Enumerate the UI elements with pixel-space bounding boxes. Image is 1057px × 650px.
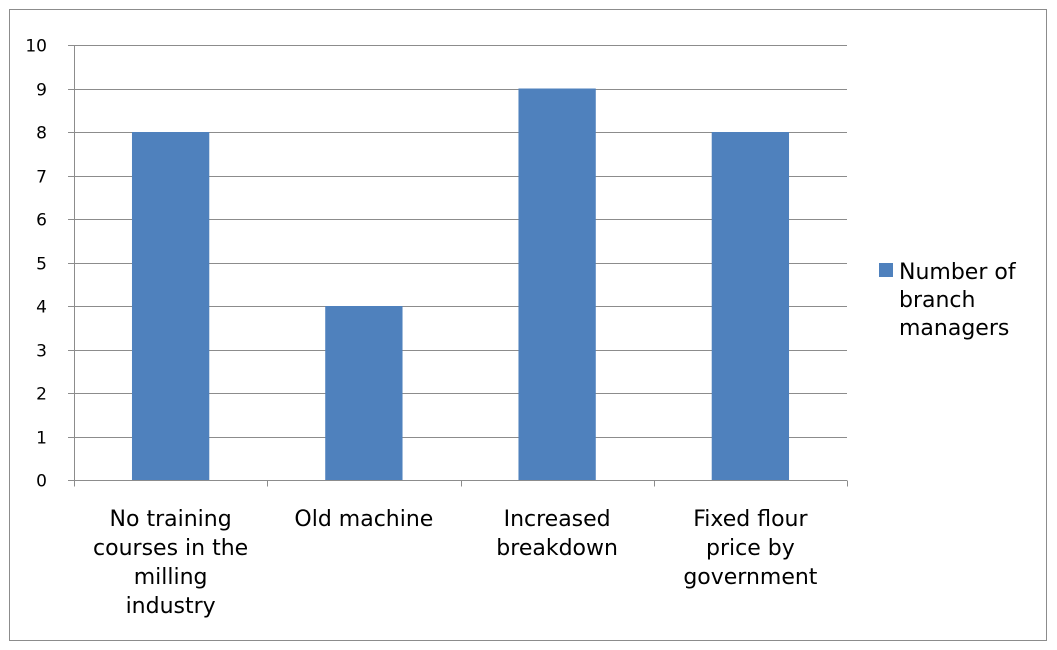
legend-label-line: branch [899,288,975,313]
x-category-label: Old machine [294,507,433,532]
legend-swatch [879,263,893,277]
bar [518,88,596,480]
bars [131,88,790,480]
x-category-label-line: Fixed flour [693,507,808,532]
y-tick-label: 4 [36,298,47,318]
x-category-label: Increased breakdown [496,507,618,561]
legend-label: Number of branch managers [899,260,1017,341]
bar [131,132,210,480]
legend-label-line: Number of [899,260,1017,285]
y-tick-labels: 0 1 2 3 4 5 6 7 8 9 10 [25,37,47,492]
x-category-label-line: industry [126,594,216,619]
bar [325,306,403,480]
y-tick-label: 2 [36,385,47,405]
x-category-labels: No training courses in the milling industry… [93,507,818,619]
x-category-label: Fixed flour price by government [683,507,817,590]
legend: Number of branch managers [879,260,1017,341]
x-category-label-line: milling [134,565,208,590]
y-tick-label: 0 [36,472,47,492]
x-category-label-line: price by [706,536,795,561]
y-tick-label: 6 [36,211,47,231]
x-category-label-line: No training [110,507,232,532]
axes [68,45,848,487]
y-tick-label: 5 [36,255,47,275]
y-tick-label: 7 [36,168,47,188]
y-tick-label: 9 [36,81,47,101]
x-category-label-line: government [683,565,817,590]
y-tick-label: 1 [36,429,47,449]
legend-label-line: managers [899,316,1009,341]
x-category-label-line: Increased [504,507,611,532]
x-category-label-line: courses in the [93,536,248,561]
x-category-label-line: Old machine [294,507,433,532]
x-category-label-line: breakdown [496,536,618,561]
y-tick-label: 8 [36,124,47,144]
y-tick-label: 10 [25,37,47,57]
y-tick-label: 3 [36,342,47,362]
x-category-label: No training courses in the milling industry [93,507,248,619]
bar [711,132,790,480]
